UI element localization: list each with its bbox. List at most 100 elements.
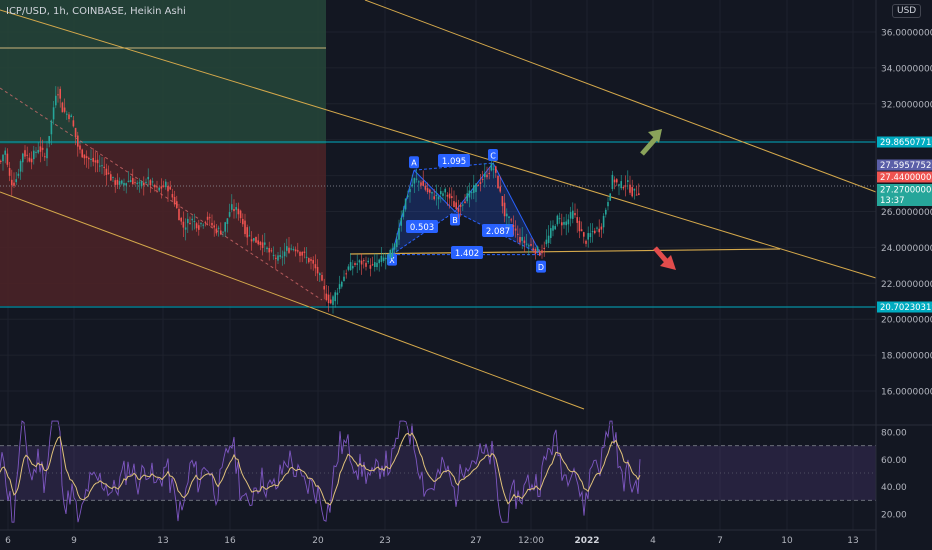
candle-body — [587, 233, 589, 240]
channel-lower-line[interactable] — [0, 191, 585, 410]
candle-body — [547, 235, 550, 243]
candle-body — [132, 178, 134, 185]
candle-body — [125, 183, 127, 186]
loss-zone[interactable] — [0, 144, 326, 306]
candle-body — [387, 254, 389, 256]
candle-body — [327, 294, 330, 304]
candle-body — [15, 179, 17, 183]
candle-body — [187, 218, 189, 224]
candle-body — [233, 208, 235, 212]
candle-body — [580, 229, 583, 232]
candle-body — [442, 193, 444, 196]
candle-body — [156, 186, 158, 188]
candle-body — [224, 222, 226, 232]
time-axis[interactable]: 6 9 13 16 20 23 27 12:00 2022 4 7 10 13 — [5, 536, 859, 546]
countdown-text: 13:37 — [880, 196, 905, 206]
rsi-panel[interactable] — [0, 420, 876, 523]
up-arrow-icon[interactable] — [640, 129, 662, 156]
candle-body — [297, 250, 299, 252]
candle-body — [129, 180, 132, 182]
candle-body — [107, 172, 110, 174]
candle-body — [288, 247, 290, 253]
candle-body — [44, 156, 46, 158]
candle-body — [184, 227, 187, 230]
candle-body — [314, 264, 317, 269]
candle-body — [591, 231, 594, 233]
candle-body — [523, 240, 526, 244]
candle-body — [514, 228, 517, 231]
candle-body — [101, 165, 103, 167]
pattern-ratio-badge — [451, 246, 483, 259]
currency-button[interactable]: USD — [892, 4, 922, 18]
candle-body — [611, 174, 614, 189]
candle-body — [28, 157, 31, 162]
candle-body — [290, 248, 292, 250]
candle-body — [140, 181, 143, 187]
candle-body — [550, 228, 552, 238]
price-labels: 29.86507710 27.59577525 27.44000000 27.2700… — [877, 136, 932, 313]
down-arrow-icon[interactable] — [653, 246, 676, 270]
neckline[interactable] — [349, 248, 781, 255]
candle-body — [589, 233, 592, 238]
pattern-leg — [413, 162, 494, 171]
price-tick-label: 34.00000000 — [881, 64, 932, 74]
candle-body — [294, 249, 297, 252]
candle-body — [319, 273, 321, 276]
candle-body — [149, 180, 152, 186]
rsi-band — [0, 445, 876, 501]
candle-body — [354, 263, 356, 265]
candle-body — [528, 245, 530, 247]
candle-body — [173, 197, 176, 205]
channel-middle-line[interactable] — [0, 9, 877, 279]
candle-body — [429, 189, 431, 193]
candle-body — [220, 230, 222, 235]
candle-body — [134, 182, 136, 184]
rsi-axis[interactable]: 20.00 40.00 60.00 80.00 — [881, 429, 907, 521]
candle-body — [633, 188, 636, 191]
symbol-header[interactable]: ICP/USD, 1h, COINBASE, Heikin Ashi — [6, 6, 186, 17]
candle-body — [121, 180, 123, 184]
candle-body — [83, 154, 86, 159]
candle-body — [365, 262, 367, 267]
candle-body — [283, 251, 286, 257]
price-label-text: 27.44000000 — [880, 173, 932, 183]
candle-body — [171, 194, 174, 198]
candle-body — [409, 189, 411, 193]
candle-body — [77, 135, 79, 147]
candle-body — [561, 222, 563, 226]
candle-body — [613, 179, 616, 183]
candle-body — [404, 198, 407, 210]
candle-body — [426, 188, 429, 193]
candle-body — [356, 263, 358, 265]
candle-body — [343, 276, 345, 282]
candle-body — [105, 168, 108, 175]
candle-body — [437, 196, 440, 200]
candle-body — [572, 210, 574, 219]
price-tick-label: 22.00000000 — [881, 280, 932, 290]
candle-body — [565, 221, 567, 226]
channel-upper-line[interactable] — [364, 0, 877, 193]
candle-body — [492, 168, 495, 170]
candle-body — [358, 260, 361, 263]
candle-body — [464, 201, 466, 204]
trend-dashed-line[interactable] — [0, 87, 323, 301]
candle-body — [213, 225, 215, 228]
candle-body — [266, 247, 268, 250]
candle-body — [308, 258, 310, 263]
candle-body — [165, 181, 167, 188]
candle-body — [63, 107, 66, 112]
price-label-badge — [877, 171, 932, 183]
candle-body — [110, 174, 112, 181]
candle-body — [0, 160, 2, 162]
candle-body — [620, 181, 622, 189]
candle-body — [336, 292, 339, 295]
pattern-point-label: C — [490, 152, 496, 161]
candle-body — [600, 226, 603, 230]
candle-body — [629, 184, 631, 193]
candle-body — [398, 228, 400, 240]
profit-zone[interactable] — [0, 0, 326, 144]
candle-body — [81, 149, 83, 158]
candle-body — [488, 173, 490, 175]
candle-body — [486, 174, 488, 178]
